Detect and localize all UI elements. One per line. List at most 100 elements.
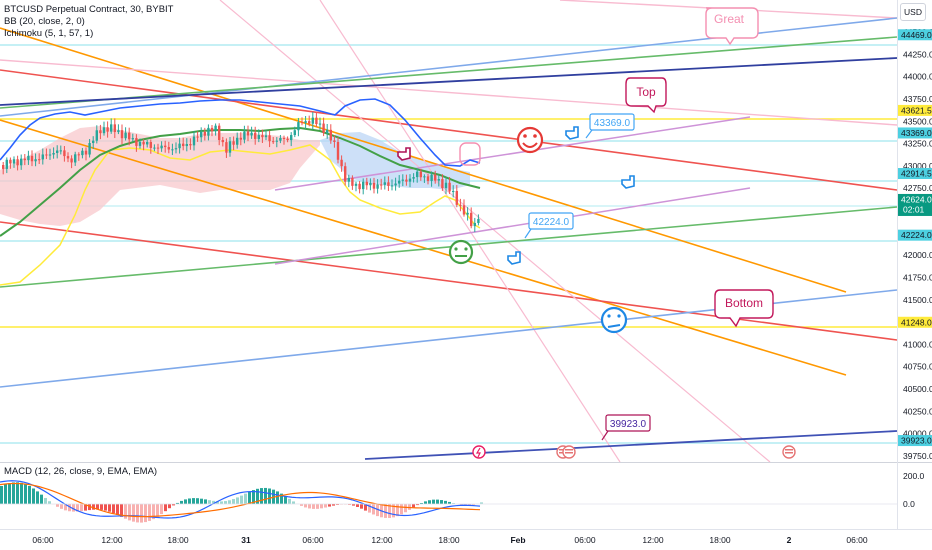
highlight-box[interactable] [459, 142, 481, 166]
pointing-hand-icon-2[interactable] [621, 175, 635, 189]
price-label-42914.5: 42914.5 [898, 168, 932, 180]
macd-histogram-bar [284, 496, 287, 504]
macd-histogram-bar [204, 499, 207, 504]
candle-body [59, 150, 62, 152]
callout-great[interactable]: Great [705, 7, 759, 46]
price-label-43369.0: 43369.0 [898, 127, 932, 139]
candle-body [23, 158, 26, 161]
macd-histogram-bar [84, 504, 87, 511]
stickers[interactable] [397, 126, 635, 334]
macd-histogram-bar [304, 504, 307, 508]
price-note-39923[interactable]: 39923.0 [601, 414, 651, 441]
callout-bottom-text: Bottom [725, 296, 763, 310]
candle-body [448, 182, 451, 192]
lightning-event-icon [472, 445, 486, 459]
macd-histogram-bar [4, 484, 7, 504]
trend-line-navy-2 [364, 430, 897, 460]
candle-body [452, 191, 455, 193]
macd-histogram-bar [368, 504, 371, 513]
candle-body [318, 123, 322, 125]
candle-body [207, 127, 210, 136]
candle-body [293, 130, 296, 136]
price-label-text: 43369.0 [901, 128, 932, 138]
candle-body [160, 145, 163, 149]
candle-body [455, 191, 458, 205]
macd-histogram-bar [168, 504, 171, 509]
time-tick-label: 18:00 [167, 535, 189, 545]
price-axis[interactable]: 44500.044250.044000.043750.043500.043250… [903, 27, 932, 461]
smiley-face-icon[interactable] [516, 126, 544, 154]
macd-histogram-bar [468, 504, 471, 506]
time-axis[interactable]: 06:00 12:00 18:00 31 06:00 12:00 18:00 Feb 06:00… [32, 535, 868, 545]
pointing-hand-icon-4[interactable] [397, 147, 411, 161]
time-tick-label: Feb [510, 535, 525, 545]
price-label-text: 43621.5 [901, 105, 932, 115]
candle-body [365, 181, 368, 186]
ichimoku-slow-line [0, 126, 481, 237]
event-markers[interactable] [472, 445, 796, 459]
candle-body [300, 122, 304, 124]
macd-histogram-bar [356, 504, 359, 507]
candle-body [66, 156, 70, 159]
price-note-42224[interactable]: 42224.0 [524, 212, 574, 239]
candle-body [354, 183, 358, 186]
candle-body [178, 143, 181, 149]
callout-bottom[interactable]: Bottom [714, 289, 774, 328]
candle-body [304, 121, 307, 123]
trend-line-lightred-1 [0, 59, 897, 126]
candle-body [228, 141, 232, 153]
macd-histogram-bar [156, 504, 159, 517]
flag-event-icon-3 [782, 445, 796, 459]
candle-body [203, 131, 206, 136]
macd-histogram-bar [276, 491, 279, 504]
candle-body [120, 130, 124, 139]
macd-histogram-bar [48, 501, 51, 504]
candle-body [322, 123, 325, 133]
price-tick-label: 40000.0 [903, 429, 932, 439]
trend-line-orange-2 [0, 119, 847, 376]
macd-histogram-bar [188, 498, 191, 504]
sad-face-icon[interactable] [600, 306, 628, 334]
pointing-hand-icon-3[interactable] [507, 251, 521, 265]
macd-histogram-bar [148, 504, 151, 521]
macd-histogram-bar [404, 504, 407, 513]
candle-body [426, 176, 430, 181]
price-note-39923-text: 39923.0 [610, 419, 647, 430]
macd-histogram-bar [72, 504, 75, 512]
callout-top[interactable]: Top [625, 77, 667, 114]
price-label-41248.0: 41248.0 [898, 316, 932, 328]
candle-body [412, 177, 415, 179]
macd-histogram-bar [268, 488, 271, 504]
price-tick-label: 43500.0 [903, 116, 932, 126]
time-tick-label: 06:00 [846, 535, 868, 545]
legend-macd[interactable]: MACD (12, 26, close, 9, EMA, EMA) [4, 466, 158, 477]
macd-signal-line [0, 482, 481, 518]
price-tick-label: 44250.0 [903, 49, 932, 59]
price-note-43369[interactable]: 43369.0 [585, 113, 635, 139]
macd-histogram-bar [288, 498, 291, 504]
candle-body [264, 135, 268, 138]
candle-body [45, 154, 48, 156]
candle-body [279, 137, 282, 141]
neutral-face-icon[interactable] [448, 239, 474, 265]
price-labels: 44469.0 43621.5 43369.0 42914.5 42624.002:01… [898, 29, 932, 447]
candle-body [142, 141, 145, 145]
macd-histogram-bar [292, 501, 295, 504]
time-tick-label: 2 [787, 535, 792, 545]
time-tick-label: 06:00 [302, 535, 324, 545]
macd-histogram-bar [68, 504, 71, 512]
legend-ichimoku[interactable]: Ichimoku (5, 1, 57, 1) [4, 28, 94, 39]
currency-button[interactable]: USD [900, 3, 926, 21]
legend-symbol[interactable]: BTCUSD Perpetual Contract, 30, BYBIT [4, 4, 174, 15]
legend-bb[interactable]: BB (20, close, 2, 0) [4, 16, 85, 27]
pointing-hand-icon-1[interactable] [565, 126, 579, 140]
macd-histogram-bar [360, 504, 363, 509]
callout-top-text: Top [636, 85, 656, 99]
candle-body [239, 137, 242, 140]
candle-body [437, 179, 440, 181]
macd-histogram-bar [216, 501, 219, 504]
candle-body [117, 130, 120, 133]
ichimoku-fast-line [0, 144, 481, 286]
macd-histogram-bar [244, 493, 247, 504]
